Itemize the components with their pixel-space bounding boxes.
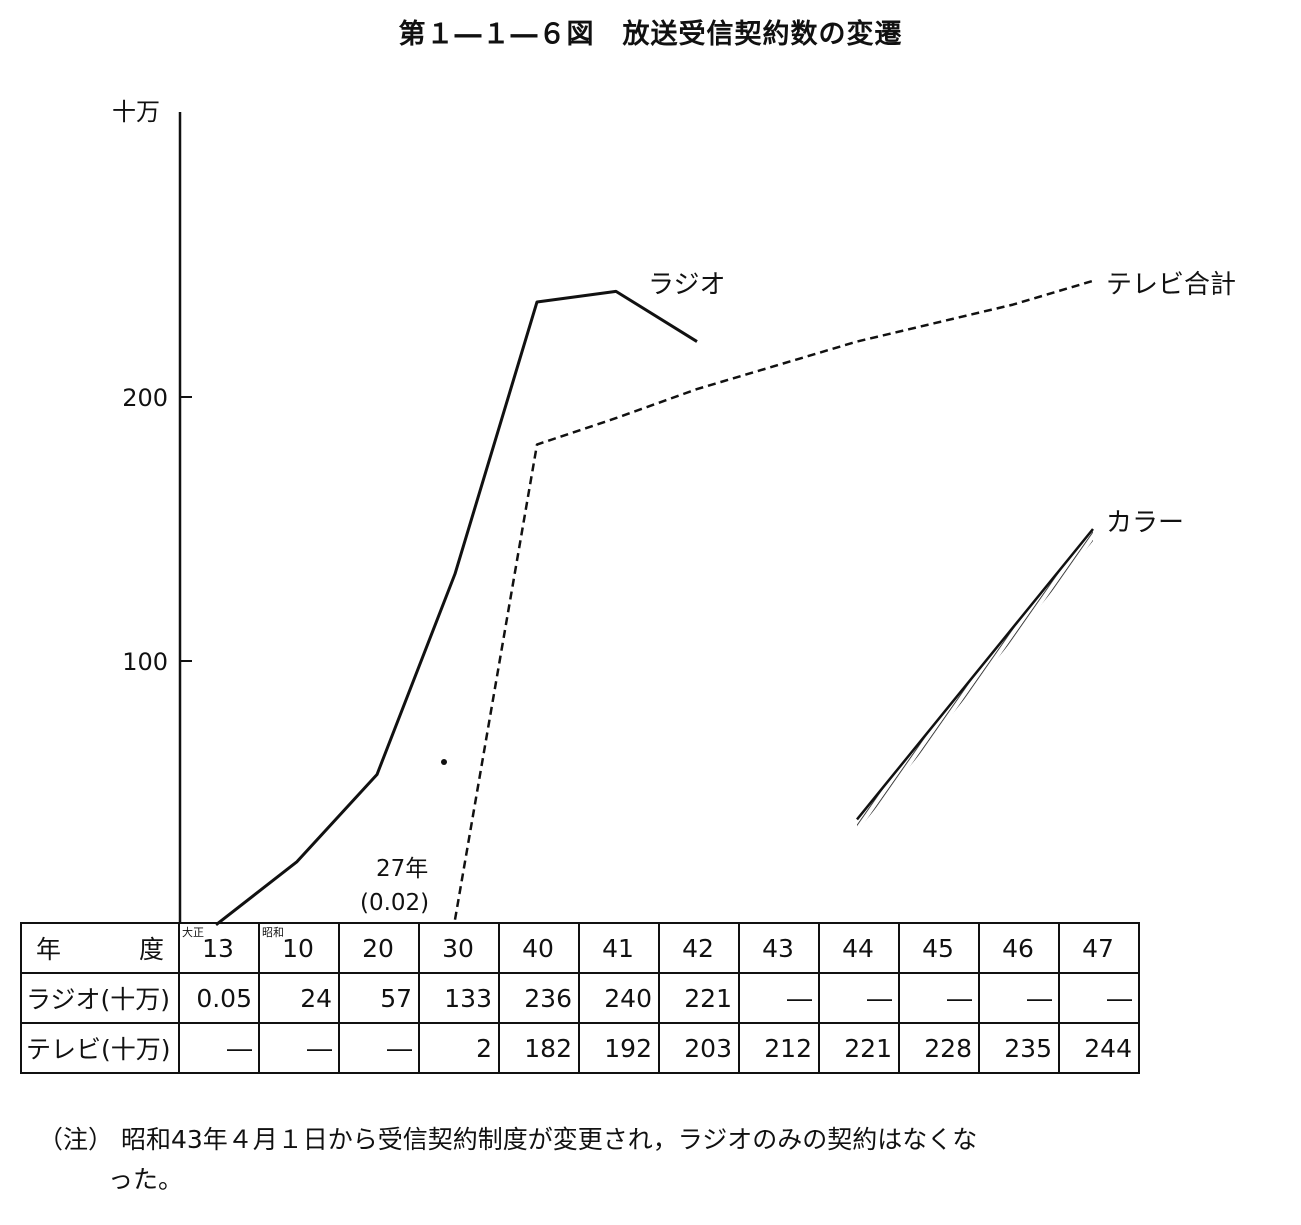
year-cell: 46	[978, 922, 1060, 974]
annotation-27-value: (0.02)	[360, 890, 429, 916]
table-row-years: 年度 大正 13 昭和 10 20 30 40 41 42 43 44 45 46 47	[20, 922, 1140, 974]
tv-value-cell: 192	[578, 1022, 660, 1074]
year-value: 20	[362, 933, 394, 963]
year-cell: 47	[1058, 922, 1140, 974]
tv-value-cell: 203	[658, 1022, 740, 1074]
year-header-left: 年	[36, 935, 62, 964]
tv-value-cell: 182	[498, 1022, 580, 1074]
year-value: 44	[842, 933, 874, 963]
chart-title: 第１―１―６図 放送受信契約数の変遷	[398, 19, 903, 50]
note-line-1: 昭和43年４月１日から受信契約制度が変更され，ラジオのみの契約はなくな	[120, 1125, 978, 1154]
year-cell: 20	[338, 922, 420, 974]
year-cell: 41	[578, 922, 660, 974]
era-showa-label: 昭和	[262, 926, 284, 939]
stray-dot	[441, 759, 447, 765]
year-header-cell: 年度	[20, 922, 180, 974]
y-tick-label: 200	[122, 384, 168, 412]
year-value: 41	[602, 933, 634, 963]
note-label: （注）	[38, 1125, 114, 1154]
y-tick-label: 100	[122, 648, 168, 676]
tv-value-cell: ―	[338, 1022, 420, 1074]
year-cell: 44	[818, 922, 900, 974]
tv-value-cell: 221	[818, 1022, 900, 1074]
year-value: 30	[442, 933, 474, 963]
era-taisho-label: 大正	[182, 926, 204, 939]
tv-value-cell: 244	[1058, 1022, 1140, 1074]
radio-value-cell: 0.05	[178, 972, 260, 1024]
year-value: 47	[1082, 933, 1114, 963]
radio-value-cell: ―	[978, 972, 1060, 1024]
footnote: （注） 昭和43年４月１日から受信契約制度が変更され，ラジオのみの契約はなくな …	[38, 1120, 977, 1200]
radio-value-cell: 24	[258, 972, 340, 1024]
year-value: 43	[762, 933, 794, 963]
tv-header-cell: テレビ(十万)	[20, 1022, 180, 1074]
series-line	[453, 279, 1094, 920]
year-cell: 30	[418, 922, 500, 974]
year-cell: 40	[498, 922, 580, 974]
year-cell: 45	[898, 922, 980, 974]
radio-value-cell: 57	[338, 972, 420, 1024]
year-cell: 43	[738, 922, 820, 974]
year-value: 10	[282, 933, 314, 963]
series-line	[856, 528, 1094, 821]
tv-value-cell: 235	[978, 1022, 1060, 1074]
series-hatch-band	[857, 529, 1093, 832]
radio-value-cell: ―	[1058, 972, 1140, 1024]
year-value: 46	[1002, 933, 1034, 963]
year-value: 40	[522, 933, 554, 963]
y-axis-label: 十万	[112, 98, 160, 126]
series-label: ラジオ	[648, 270, 725, 300]
radio-value-cell: 236	[498, 972, 580, 1024]
radio-value-cell: 133	[418, 972, 500, 1024]
tv-value-cell: 228	[898, 1022, 980, 1074]
tv-value-cell: 212	[738, 1022, 820, 1074]
tv-value-cell: 2	[418, 1022, 500, 1074]
radio-value-cell: ―	[738, 972, 820, 1024]
radio-value-cell: ―	[818, 972, 900, 1024]
radio-value-cell: ―	[898, 972, 980, 1024]
year-cell: 大正 13	[178, 922, 260, 974]
series-label: カラー	[1106, 508, 1184, 538]
tv-value-cell: ―	[178, 1022, 260, 1074]
tv-value-cell: ―	[258, 1022, 340, 1074]
year-cell: 42	[658, 922, 740, 974]
table-row-tv: テレビ(十万) ― ― ― 2 182 192 203 212 221 228 235 244	[20, 1022, 1140, 1074]
year-value: 42	[682, 933, 714, 963]
radio-value-cell: 221	[658, 972, 740, 1024]
radio-header-cell: ラジオ(十万)	[20, 972, 180, 1024]
annotation-27-label: 27年	[376, 856, 428, 882]
radio-value-cell: 240	[578, 972, 660, 1024]
year-cell: 昭和 10	[258, 922, 340, 974]
year-value: 45	[922, 933, 954, 963]
year-value: 13	[202, 933, 234, 963]
table-row-radio: ラジオ(十万) 0.05 24 57 133 236 240 221 ― ― ― ― ―	[20, 972, 1140, 1024]
series-label: テレビ合計	[1106, 270, 1236, 300]
series-line	[215, 289, 698, 927]
data-table: 年度 大正 13 昭和 10 20 30 40 41 42 43 44 45 46 47 ラジオ(十万) …	[20, 922, 1140, 1074]
note-line-2: った。	[108, 1165, 184, 1194]
year-header-right: 度	[138, 935, 164, 964]
